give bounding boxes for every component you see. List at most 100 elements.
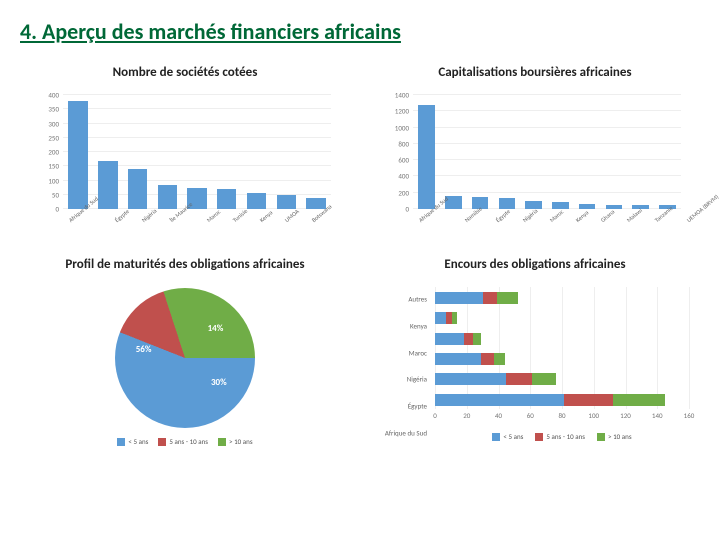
y-tick-label: 0 xyxy=(405,205,409,214)
x-tick-label: Tunisie xyxy=(231,207,263,241)
y-tick-label: 300 xyxy=(48,119,59,128)
legend-swatch xyxy=(597,433,605,441)
bar-segment xyxy=(435,373,506,385)
x-tick-label: 120 xyxy=(620,411,631,420)
legend-item: > 10 ans xyxy=(218,437,253,446)
x-tick-label: Kenya xyxy=(574,209,604,241)
bar xyxy=(128,169,147,209)
legend-swatch xyxy=(492,433,500,441)
stacked-bar-row xyxy=(435,353,689,365)
bar-segment xyxy=(497,292,518,304)
y-tick-label: 600 xyxy=(398,156,409,165)
bar-segment xyxy=(435,312,446,324)
y-tick-label: 1400 xyxy=(395,91,409,100)
pie-slice-label: 56% xyxy=(136,344,152,355)
bar-segment xyxy=(494,353,505,365)
x-tick-label: Égypte xyxy=(113,207,145,241)
y-tick-label: 0 xyxy=(55,205,59,214)
x-tick-label: Kenya xyxy=(258,209,288,241)
chart3-legend: < 5 ans5 ans - 10 ans> 10 ans xyxy=(117,437,252,446)
bar-segment xyxy=(481,353,494,365)
x-tick-label: Maroc xyxy=(548,208,579,241)
stacked-bar-row xyxy=(435,373,689,385)
pie-circle xyxy=(115,288,255,428)
bar xyxy=(68,101,87,209)
y-tick-label: 150 xyxy=(48,162,59,171)
bar-segment xyxy=(435,292,483,304)
y-category-label: Afrique du Sud xyxy=(375,428,431,437)
stacked-bar-row xyxy=(435,394,689,406)
bar-segment xyxy=(506,373,531,385)
y-tick-label: 400 xyxy=(48,91,59,100)
x-tick-label: 20 xyxy=(463,411,470,420)
x-tick-label: UMOA xyxy=(283,207,315,240)
bar-segment xyxy=(613,394,665,406)
y-tick-label: 1000 xyxy=(395,123,409,132)
x-tick-label: 160 xyxy=(684,411,695,420)
x-tick-label: UEMOA (BRVM) xyxy=(685,193,720,241)
x-tick-label: Malawi xyxy=(625,206,658,240)
bar-segment xyxy=(435,333,464,345)
chart1-title: Nombre de sociétés cotées xyxy=(113,57,258,87)
bar-segment xyxy=(464,333,474,345)
chart-listed-companies: Nombre de sociétés cotées 0 50 100 150 200 25… xyxy=(20,57,350,241)
bar-segment xyxy=(435,353,481,365)
chart-maturity-profile: Profil de maturités des obligations afri… xyxy=(20,249,350,446)
bar-segment xyxy=(532,373,556,385)
chart2-plot: 0200400600800100012001400Afrique du SudN… xyxy=(385,91,685,241)
legend-swatch xyxy=(158,438,166,446)
y-category-label: Maroc xyxy=(375,348,431,357)
bar xyxy=(606,205,622,209)
pie-slice-label: 14% xyxy=(208,323,224,334)
x-tick-label: 0 xyxy=(433,411,437,420)
chart-market-cap: Capitalisations boursières africaines 02… xyxy=(370,57,700,241)
stacked-bar-row xyxy=(435,312,689,324)
x-tick-label: 100 xyxy=(588,411,599,420)
chart3-title: Profil de maturités des obligations afri… xyxy=(65,249,304,279)
y-tick-label: 100 xyxy=(48,176,59,185)
chart-grid: Nombre de sociétés cotées 05010015020025… xyxy=(20,57,700,446)
y-tick-label: 200 xyxy=(398,188,409,197)
y-category-label: Kenya xyxy=(375,321,431,330)
legend-swatch xyxy=(117,438,125,446)
legend-item: < 5 ans xyxy=(492,432,523,441)
x-tick-label: 80 xyxy=(558,411,565,420)
bar xyxy=(579,204,595,209)
x-tick-label: Égypte xyxy=(494,207,526,241)
bar xyxy=(158,185,177,209)
bar xyxy=(247,193,266,209)
y-tick-label: 250 xyxy=(48,133,59,142)
x-tick-label: Nigéria xyxy=(140,207,173,241)
legend-swatch xyxy=(218,438,226,446)
chart-bond-outstanding: Encours des obligations africaines Autre… xyxy=(370,249,700,446)
stacked-bar-row xyxy=(435,292,689,304)
x-tick-label: 60 xyxy=(527,411,534,420)
y-category-label: Nigéria xyxy=(375,375,431,384)
chart4-title: Encours des obligations africaines xyxy=(444,249,625,279)
chart3-plot: 56% 14% 30% xyxy=(95,283,275,433)
x-tick-label: Tanzanie xyxy=(653,204,688,241)
bar xyxy=(217,189,236,209)
pie-slice-label: 30% xyxy=(211,377,227,388)
chart4-plot: Autres Kenya Maroc Nigéria Égypte Afrique du … xyxy=(375,283,695,443)
bar-segment xyxy=(483,292,497,304)
y-tick-label: 200 xyxy=(48,148,59,157)
bar-segment xyxy=(473,333,481,345)
x-tick-label: 40 xyxy=(495,411,502,420)
legend-item: > 10 ans xyxy=(597,432,632,441)
legend-item: < 5 ans xyxy=(117,437,148,446)
y-tick-label: 50 xyxy=(52,190,59,199)
x-tick-label: Namibie xyxy=(463,205,498,241)
x-tick-label: Nigéria xyxy=(521,207,554,241)
y-category-label: Autres xyxy=(375,295,431,304)
legend-item: 5 ans - 10 ans xyxy=(535,432,585,441)
bar-segment xyxy=(564,394,613,406)
bar xyxy=(418,105,434,209)
x-tick-label: Ghana xyxy=(599,208,630,241)
bar-segment xyxy=(435,394,564,406)
y-category-label: Égypte xyxy=(375,401,431,410)
x-tick-label: Maroc xyxy=(205,208,236,241)
bar xyxy=(277,195,296,209)
legend-swatch xyxy=(535,433,543,441)
stacked-bar-row xyxy=(435,333,689,345)
